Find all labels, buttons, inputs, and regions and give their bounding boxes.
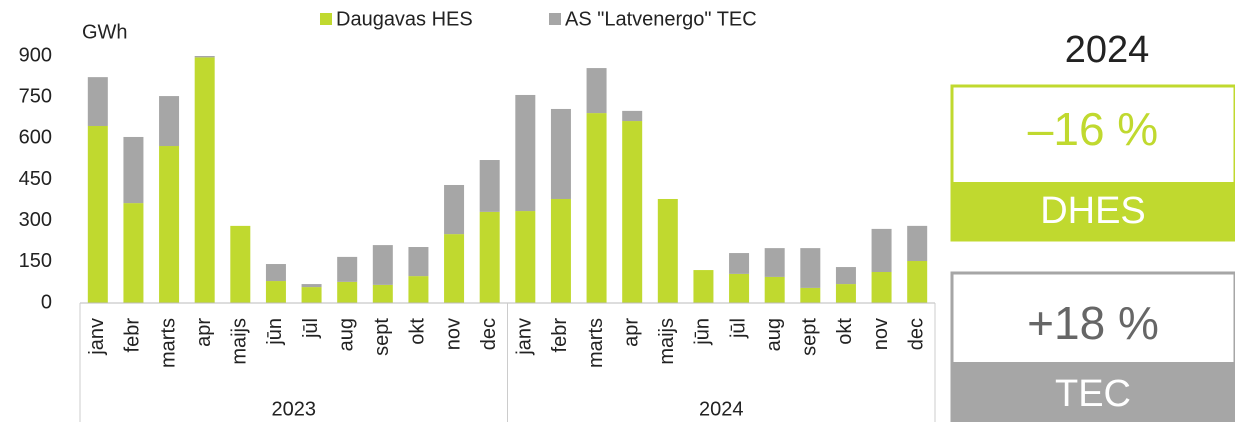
bar-segment xyxy=(159,96,180,147)
x-tick-label: dec xyxy=(478,318,500,350)
bar-segment xyxy=(907,225,928,262)
bar-segment xyxy=(907,261,928,303)
panel-year: 2024 xyxy=(1065,29,1150,71)
bar-segment xyxy=(372,245,393,285)
legend-label: AS "Latvenergo" TEC xyxy=(565,8,757,30)
bar-segment xyxy=(586,113,607,303)
bar-segment xyxy=(515,211,536,303)
x-tick-label: janv xyxy=(514,318,536,356)
x-tick-label: okt xyxy=(407,318,429,345)
bar-segment xyxy=(87,77,108,126)
x-tick-label: febr xyxy=(549,318,571,353)
dhes-label: DHES xyxy=(1040,190,1146,232)
dhes-change: –16 % xyxy=(1028,103,1158,155)
y-tick-label: 450 xyxy=(19,168,52,190)
bar-segment xyxy=(123,136,144,204)
tec-band xyxy=(952,362,1235,422)
bar-segment xyxy=(301,287,322,303)
bar-segment xyxy=(550,198,571,303)
y-tick-label: 600 xyxy=(19,127,52,149)
bar-segment xyxy=(871,228,892,272)
x-tick-label: jūl xyxy=(727,318,749,339)
x-tick-label: sept xyxy=(799,318,821,356)
x-tick-label: nov xyxy=(870,318,892,350)
dhes-band xyxy=(952,182,1235,240)
x-tick-label: dec xyxy=(905,318,927,350)
bar-segment xyxy=(123,203,144,303)
bar-segment xyxy=(835,267,856,285)
tec-label: TEC xyxy=(1055,373,1131,415)
bar-segment xyxy=(800,248,821,288)
bar-segment xyxy=(372,284,393,303)
legend-label: Daugavas HES xyxy=(336,8,473,30)
y-tick-label: 300 xyxy=(19,209,52,231)
bar-segment xyxy=(586,68,607,114)
bar-segment xyxy=(479,160,500,212)
y-tick-label: 750 xyxy=(19,85,52,107)
bar-segment xyxy=(444,184,465,235)
bar-segment xyxy=(408,276,429,303)
bar-segment xyxy=(657,198,678,303)
bar-segment xyxy=(729,273,750,303)
bar-segment xyxy=(800,287,821,303)
x-tick-label: apr xyxy=(193,318,215,347)
x-tick-label: aug xyxy=(335,318,357,351)
bar-segment xyxy=(444,234,465,303)
group-label: 2023 xyxy=(272,398,317,420)
legend-swatch xyxy=(320,13,332,25)
tec-change: +18 % xyxy=(1027,297,1159,349)
x-tick-label: marts xyxy=(157,318,179,368)
bar-segment xyxy=(194,57,215,303)
x-tick-label: febr xyxy=(122,318,144,353)
bar-segment xyxy=(871,271,892,303)
x-tick-label: apr xyxy=(620,318,642,347)
bar-segment xyxy=(337,256,358,282)
y-tick-label: 0 xyxy=(41,291,52,313)
bar-segment xyxy=(265,264,286,282)
bar-segment xyxy=(622,121,643,303)
bar-segment xyxy=(515,94,536,212)
bar-segment xyxy=(265,281,286,303)
bar-segment xyxy=(337,281,358,303)
group-label: 2024 xyxy=(699,398,744,420)
x-tick-label: aug xyxy=(763,318,785,351)
x-tick-label: maijs xyxy=(229,318,251,365)
x-tick-label: jūn xyxy=(264,318,286,346)
x-tick-label: sept xyxy=(371,318,393,356)
x-tick-label: okt xyxy=(834,318,856,345)
x-tick-label: marts xyxy=(585,318,607,368)
bar-segment xyxy=(622,110,643,122)
bar-segment xyxy=(301,284,322,288)
legend-swatch xyxy=(549,13,561,25)
bar-segment xyxy=(87,125,108,303)
x-tick-label: janv xyxy=(86,318,108,356)
y-tick-label: 900 xyxy=(19,44,52,66)
x-tick-label: maijs xyxy=(656,318,678,365)
bar-segment xyxy=(835,284,856,303)
bar-segment xyxy=(764,276,785,303)
x-tick-label: jūl xyxy=(300,318,322,339)
y-tick-label: 150 xyxy=(19,250,52,272)
bar-segment xyxy=(693,270,714,303)
y-axis-label: GWh xyxy=(82,21,128,43)
bar-segment xyxy=(194,56,215,58)
x-tick-label: jūn xyxy=(692,318,714,346)
bar-segment xyxy=(729,253,750,274)
bar-segment xyxy=(408,247,429,277)
bar-segment xyxy=(764,248,785,277)
bar-segment xyxy=(550,108,571,199)
bar-segment xyxy=(479,211,500,303)
bar-segment xyxy=(230,225,251,303)
bar-segment xyxy=(159,146,180,303)
x-tick-label: nov xyxy=(442,318,464,350)
